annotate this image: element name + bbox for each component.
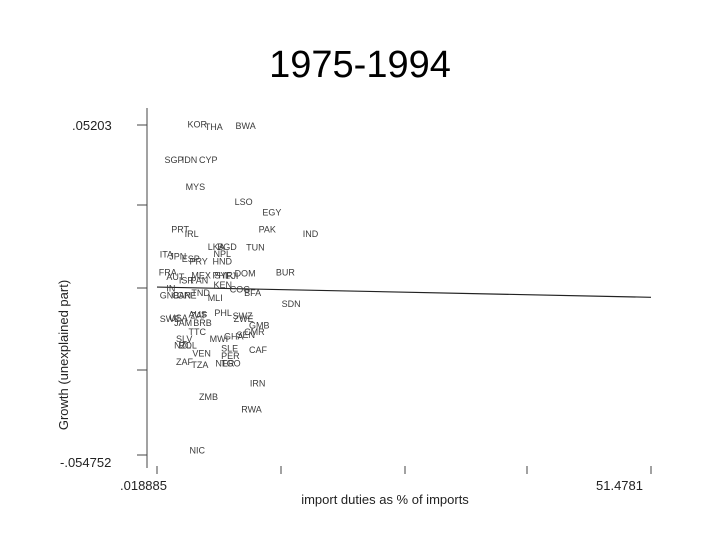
point-label: IRL <box>185 229 199 239</box>
point-label: ZAF <box>176 357 194 367</box>
x-tick-label-right: 51.4781 <box>596 478 643 493</box>
point-label: GNB <box>160 291 180 301</box>
point-label: THA <box>205 122 223 132</box>
point-label: ISR <box>179 275 195 285</box>
point-label: CYP <box>199 155 218 165</box>
point-label: COG <box>230 285 251 295</box>
slide-title: 1975-1994 <box>269 44 451 86</box>
point-label: IDN <box>182 155 198 165</box>
point-label: EGY <box>262 207 281 217</box>
point-label: SLE <box>221 344 238 354</box>
point-label: PHL <box>212 271 230 281</box>
point-label: IN <box>166 283 175 293</box>
point-label: BGD <box>217 242 237 252</box>
point-label: ZMB <box>199 392 218 402</box>
point-label: LSO <box>235 197 253 207</box>
point-label: NER <box>215 359 235 369</box>
point-label: BOL <box>179 341 197 351</box>
point-label: TZA <box>191 360 208 370</box>
point-label: JAM <box>174 318 192 328</box>
point-label: PRT <box>171 225 189 235</box>
x-axis-title: import duties as % of imports <box>301 492 469 507</box>
point-label: BFA <box>244 288 261 298</box>
point-label: RWA <box>241 404 262 414</box>
fit-line-group <box>156 286 652 298</box>
point-label: PHL <box>214 308 232 318</box>
point-label: GHA <box>224 331 244 341</box>
point-label: CMR <box>244 327 265 337</box>
point-label: SWZ <box>233 311 253 321</box>
point-label: TTC <box>188 327 206 337</box>
point-label: SGP <box>164 155 183 165</box>
y-tick-label-top: .05203 <box>72 118 112 133</box>
point-label: MWI <box>210 334 229 344</box>
point-label: KOR <box>188 119 208 129</box>
point-label: KEN <box>213 280 232 290</box>
point-label: SEN <box>236 330 255 340</box>
point-label: AUS <box>188 310 207 320</box>
point-label: MEX <box>191 271 211 281</box>
point-label: CAF <box>249 345 268 355</box>
point-label: CAN <box>172 291 191 301</box>
point-label: GMB <box>249 320 270 330</box>
point-label: MLI <box>208 293 223 303</box>
x-tick-label-left: .018885 <box>120 478 167 493</box>
fit-line <box>156 286 652 298</box>
point-label: TGO <box>221 359 241 369</box>
point-label: TUN <box>246 243 264 253</box>
point-label: BUR <box>276 268 296 278</box>
y-axis-title: Growth (unexplained part) <box>56 280 71 430</box>
point-label: SDN <box>282 299 301 309</box>
point-label: ZWE <box>234 314 254 324</box>
point-label: JPN <box>169 251 186 261</box>
point-label: SLV <box>176 334 192 344</box>
point-label: NPL <box>213 249 231 259</box>
point-label: NIC <box>189 445 205 455</box>
point-label: AUT <box>166 272 185 282</box>
point-label: DOM <box>235 269 256 279</box>
point-label: USA <box>169 313 188 323</box>
point-label: BRB <box>193 318 212 328</box>
point-label: SWE <box>160 314 181 324</box>
point-label: VEN <box>192 348 211 358</box>
point-label: MYS <box>186 182 206 192</box>
point-label: TND <box>191 288 210 298</box>
point-label: PRY <box>189 256 207 266</box>
point-label: IRN <box>250 378 266 388</box>
point-label: NZL <box>174 341 191 351</box>
point-label: GRE <box>177 291 197 301</box>
point-label: ESP <box>182 254 200 264</box>
point-label: PAN <box>190 275 208 285</box>
point-label: LKA <box>208 242 225 252</box>
point-label: IND <box>303 229 319 239</box>
point-label: PER <box>221 351 240 361</box>
point-label: PAK <box>259 225 276 235</box>
y-tick-label-bottom: -.054752 <box>60 455 111 470</box>
axes <box>137 108 652 474</box>
point-label: ITA <box>160 250 173 260</box>
point-label: FRA <box>159 268 177 278</box>
point-label: FJI <box>226 271 239 281</box>
point-label: HND <box>212 256 232 266</box>
point-label: SYR <box>214 271 233 281</box>
point-label: BWA <box>236 121 256 131</box>
point-label: ZAF <box>190 311 208 321</box>
